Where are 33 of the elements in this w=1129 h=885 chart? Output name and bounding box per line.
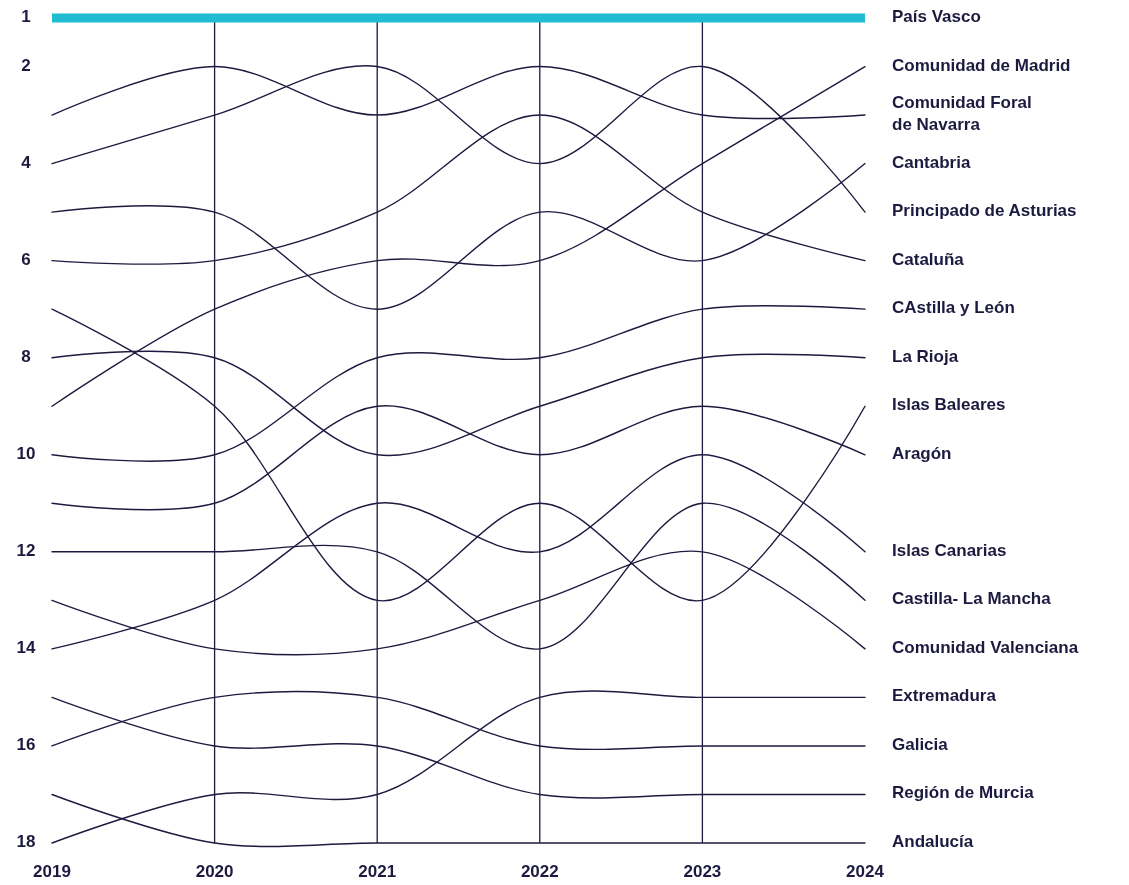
y-tick-label: 1: [21, 7, 31, 27]
series-label: Extremadura: [892, 686, 997, 706]
series-label: Castilla- La Mancha: [892, 589, 1052, 609]
y-tick-label: 12: [16, 541, 36, 561]
x-tick-label: 2022: [520, 862, 559, 881]
x-tick-label: 2024: [846, 862, 885, 881]
series-label: Galicia: [892, 735, 949, 755]
series-label: País Vasco: [892, 7, 981, 27]
y-tick-label: 18: [16, 832, 36, 852]
series-label: Región de Murcia: [892, 783, 1035, 803]
x-tick-label: 2021: [358, 862, 397, 881]
x-tick-label: 2023: [683, 862, 722, 881]
series-label: Andalucía: [892, 832, 974, 852]
series-label: Islas Baleares: [892, 395, 1006, 415]
series-label: Islas Canarias: [892, 541, 1007, 561]
series-label: Cantabria: [892, 153, 971, 173]
y-tick-label: 10: [16, 444, 36, 464]
series-label: Comunidad Foral de Navarra: [892, 93, 1032, 135]
y-tick-label: 14: [16, 638, 36, 658]
series-label: La Rioja: [892, 347, 959, 367]
series-label: Comunidad Valenciana: [892, 638, 1079, 658]
y-tick-label: 2: [21, 56, 31, 76]
x-tick-label: 2019: [33, 862, 71, 881]
y-tick-label: 4: [21, 153, 32, 173]
y-tick-label: 8: [21, 347, 31, 367]
x-tick-label: 2020: [195, 862, 234, 881]
y-tick-label: 6: [21, 250, 31, 270]
series-label: Comunidad de Madrid: [892, 56, 1071, 76]
series-label: CAstilla y León: [892, 298, 1015, 318]
series-label: Aragón: [892, 444, 952, 464]
series-label: Principado de Asturias: [892, 201, 1077, 221]
series-label: Cataluña: [892, 250, 965, 270]
y-tick-label: 16: [16, 735, 36, 755]
